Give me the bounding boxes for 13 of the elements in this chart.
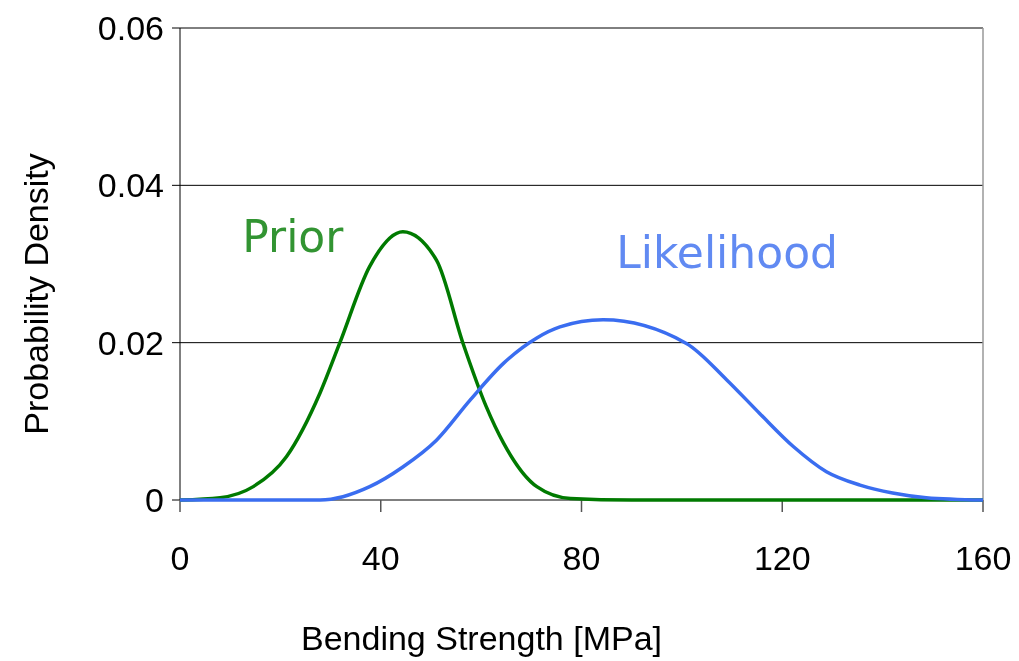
- series-label: Prior: [242, 211, 345, 263]
- x-axis-title: Bending Strength [MPa]: [300, 619, 663, 657]
- x-tick-label: 0: [170, 539, 190, 577]
- x-tick-label: 80: [562, 539, 601, 577]
- series-label: Likelihood: [616, 227, 838, 279]
- x-tick-label: 160: [954, 539, 1012, 577]
- y-tick-label: 0.06: [97, 8, 164, 47]
- x-tick-label: 40: [361, 539, 400, 577]
- x-tick-label: 120: [753, 539, 811, 577]
- y-axis-title: Probability Density: [17, 153, 55, 435]
- y-tick-label: 0.02: [97, 323, 164, 362]
- y-tick-label: 0.04: [97, 166, 164, 205]
- y-tick-label: 0: [145, 480, 164, 519]
